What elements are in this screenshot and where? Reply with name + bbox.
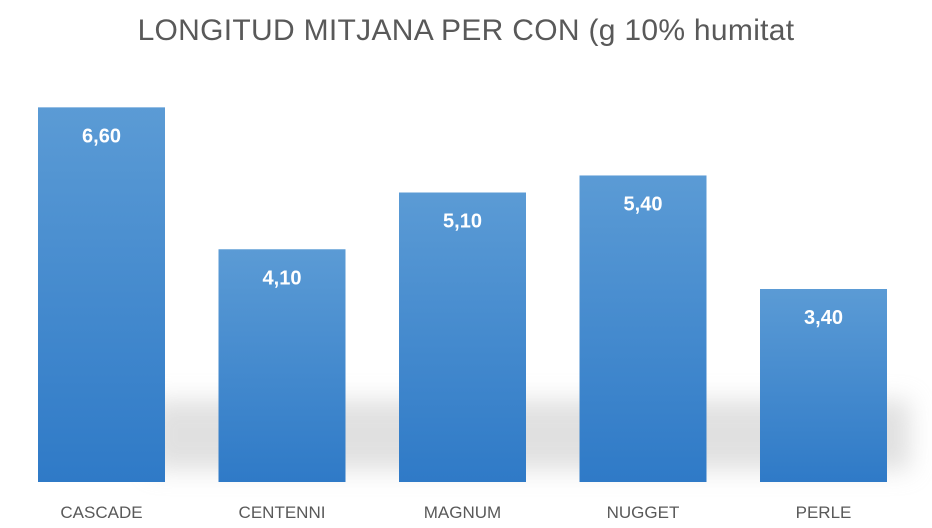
chart-title: LONGITUD MITJANA PER CON (g 10% humitat [137,14,795,47]
bar-group [38,107,887,483]
bar-cascade [38,107,165,483]
category-label-group: CASCADE CENTENNI MAGNUM NUGGET PERLE [60,503,851,522]
x-tick-label-magnum: MAGNUM [424,503,501,522]
data-label-group: 6,60 4,10 5,10 5,40 3,40 [82,125,843,329]
x-tick-label-cascade: CASCADE [60,503,142,522]
x-tick-label-perle: PERLE [796,503,852,522]
x-tick-label-centenni: CENTENNI [239,503,326,522]
data-label-cascade: 6,60 [82,125,121,147]
x-tick-label-nugget: NUGGET [607,503,680,522]
data-label-perle: 3,40 [804,307,843,329]
data-label-centenni: 4,10 [263,267,302,289]
data-label-magnum: 5,10 [443,211,482,233]
bar-perle [760,289,887,482]
bar-centenni [218,249,346,482]
bar-magnum [399,192,526,482]
bar-nugget [579,175,707,482]
data-label-nugget: 5,40 [624,193,663,215]
